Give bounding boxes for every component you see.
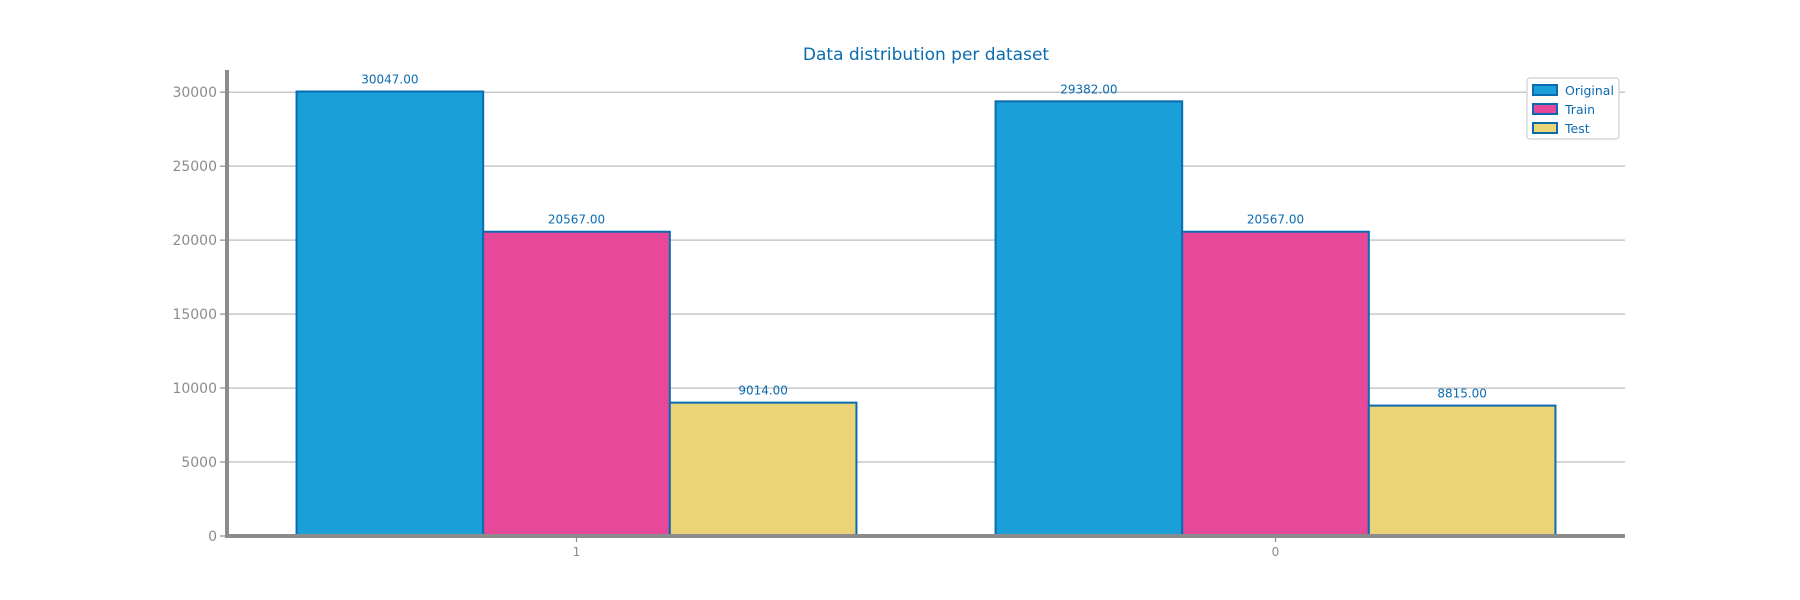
legend-swatch-test (1532, 122, 1558, 134)
legend-label-train: Train (1564, 102, 1595, 117)
bar-original-1 (295, 90, 485, 537)
x-tick-label: 0 (1272, 545, 1280, 559)
y-tick-label: 15000 (172, 307, 217, 323)
data-label-original-0: 29382.00 (1060, 82, 1117, 96)
y-tick-label: 0 (208, 529, 217, 545)
data-label-test-1: 9014.00 (738, 384, 788, 398)
chart-title: Data distribution per dataset (803, 45, 1050, 65)
legend-label-test: Test (1564, 121, 1590, 136)
bar-train-0 (1181, 230, 1370, 537)
data-label-train-1: 20567.00 (548, 213, 605, 227)
y-tick-label: 10000 (172, 381, 217, 397)
bar-original-0 (994, 100, 1184, 538)
bar-test-0 (1367, 404, 1557, 537)
y-tick-label: 30000 (172, 85, 217, 101)
legend-swatch-train (1532, 103, 1558, 115)
data-label-test-0: 8815.00 (1437, 387, 1487, 401)
data-label-original-1: 30047.00 (361, 72, 418, 86)
legend-label-original: Original (1565, 83, 1614, 98)
x-tick-label: 1 (573, 545, 581, 559)
legend-swatch-original (1532, 84, 1558, 96)
y-tick-label: 25000 (172, 159, 217, 175)
y-tick-label: 20000 (172, 233, 217, 249)
legend: Original Train Test (1526, 77, 1620, 140)
data-labels: 30047.00 20567.00 9014.00 29382.00 20567.00 8… (361, 72, 1487, 400)
bar-test-1 (668, 401, 858, 537)
data-label-train-0: 20567.00 (1247, 213, 1304, 227)
y-tick-label: 5000 (181, 455, 217, 471)
bar-train-1 (482, 230, 671, 537)
axes (225, 70, 1625, 538)
y-tick-labels: 0 5000 10000 15000 20000 25000 30000 (172, 85, 227, 545)
bars (295, 90, 1557, 538)
